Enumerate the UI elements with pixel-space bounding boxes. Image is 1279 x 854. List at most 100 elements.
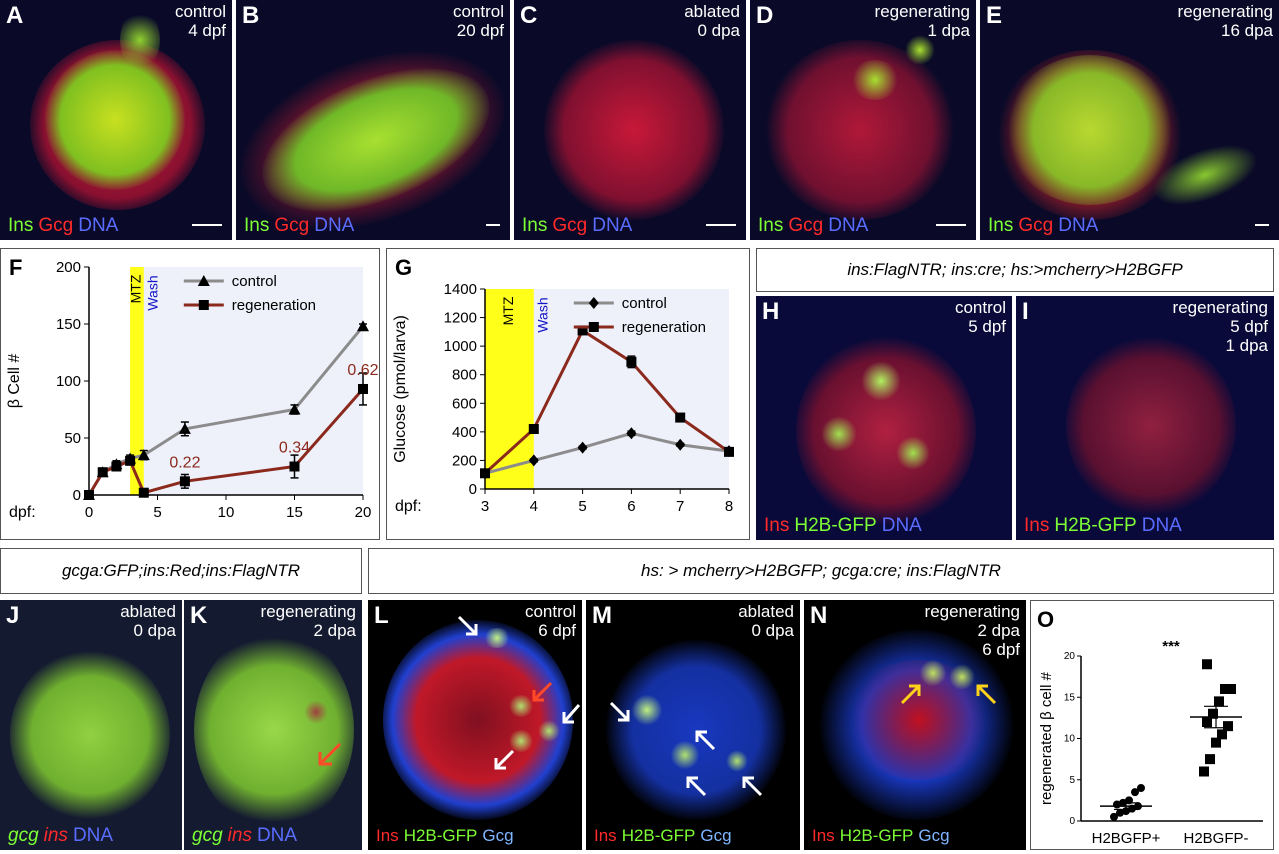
condition-label-k: regenerating 2 dpa xyxy=(260,602,356,640)
x-tick-label: 0 xyxy=(85,504,93,521)
micrograph-panel-i: I regenerating 5 dpf 1 dpa Ins H2B-GFP DNA xyxy=(1016,296,1274,540)
data-point-control xyxy=(577,441,588,454)
data-annotation: 0.22 xyxy=(169,454,200,471)
genotype-label-ln: hs: > mcherry>H2BGFP; gcga:cre; ins:Flag… xyxy=(368,548,1274,594)
data-point-h2bgfp-pos xyxy=(1110,812,1118,821)
arrow-icon xyxy=(900,684,921,705)
arrow-icon xyxy=(609,701,630,722)
legend-label-regeneration: regeneration xyxy=(232,297,316,314)
chart-f-svg: MTZ Wash 0 50 100 150 200 0 5 10 15 20 dpf: β Cell # c… xyxy=(6,255,379,521)
y-tick-label: 20 xyxy=(1064,651,1076,662)
data-annotation: 0.34 xyxy=(279,440,310,457)
micrograph-panel-l: L control 6 dpf Ins H2B-GFP Gcg xyxy=(368,600,582,850)
y-tick-label: 100 xyxy=(56,373,81,390)
green-nucleus xyxy=(896,436,930,470)
y-tick-label: 10 xyxy=(1064,734,1076,745)
panel-label-m: M xyxy=(592,602,612,629)
condition-label-e: regenerating 16 dpa xyxy=(1177,2,1273,40)
data-point-h2bgfp-neg xyxy=(1226,684,1236,694)
stain-legend-b: Ins Gcg DNA xyxy=(244,215,355,236)
y-tick-label: 200 xyxy=(56,259,81,276)
green-nucleus xyxy=(508,730,534,752)
data-point-regeneration xyxy=(577,325,588,336)
micrograph-panel-k: K regenerating 2 dpa gcg ins DNA xyxy=(184,600,362,850)
series-line-regeneration xyxy=(483,328,730,475)
stain-legend-h: Ins H2B-GFP DNA xyxy=(764,515,922,536)
data-point-regeneration xyxy=(138,487,149,498)
micrograph-panel-d: D regenerating 1 dpa Ins Gcg DNA xyxy=(750,0,976,240)
gcg-cells-green xyxy=(10,650,170,820)
y-tick-label: 400 xyxy=(452,424,477,441)
arrow-icon xyxy=(686,776,707,797)
y-axis-label: β Cell # xyxy=(6,354,23,409)
data-point-h2bgfp-pos xyxy=(1116,808,1124,817)
wash-label: Wash xyxy=(535,297,551,332)
data-point-h2bgfp-neg xyxy=(1202,659,1212,670)
y-axis-label: regenerated β cell # xyxy=(1038,671,1055,805)
x-category-label: H2BGFP+ xyxy=(1092,830,1161,847)
data-point-h2bgfp-neg xyxy=(1202,717,1212,727)
micrograph-panel-e: E regenerating 16 dpa Ins Gcg DNA xyxy=(980,0,1279,240)
wash-label: Wash xyxy=(145,275,161,310)
data-point-h2bgfp-neg xyxy=(1214,696,1224,707)
islet-red xyxy=(544,40,724,220)
data-annotation: 0.62 xyxy=(347,362,378,379)
arrow-icon xyxy=(976,684,997,705)
micrograph-panel-h: H control 5 dpf Ins H2B-GFP DNA xyxy=(756,296,1012,540)
panel-label-b: B xyxy=(242,2,260,29)
islet-green xyxy=(1005,55,1175,205)
data-point-regeneration xyxy=(626,356,637,367)
y-tick-label: 0 xyxy=(469,481,477,498)
stain-legend-k: gcg ins DNA xyxy=(192,825,298,846)
chart-panel-o: 0 5 10 15 20 regenerated β cell # H2BGFP+ H2BGF… xyxy=(1030,600,1274,850)
legend-marker-control xyxy=(588,297,599,309)
micrograph-panel-n: N regenerating 2 dpa 6 dpf Ins H2B-GFP Gcg xyxy=(804,600,1026,850)
y-tick-label: 1000 xyxy=(444,338,477,355)
x-tick-label: 5 xyxy=(578,498,586,515)
data-point-regeneration xyxy=(480,468,490,479)
green-nucleus xyxy=(483,628,511,648)
data-point-regeneration xyxy=(528,424,539,434)
islet-red xyxy=(1066,336,1236,516)
y-tick-label: 15 xyxy=(1064,692,1076,703)
mtz-label: MTZ xyxy=(128,274,144,303)
panel-label-h: H xyxy=(762,298,780,325)
data-point-control xyxy=(675,438,686,451)
stain-legend-a: Ins Gcg DNA xyxy=(8,215,119,236)
panel-label-a: A xyxy=(6,2,24,29)
y-tick-label: 200 xyxy=(452,452,477,469)
arrow-icon xyxy=(494,749,515,770)
condition-label-i: regenerating 5 dpf 1 dpa xyxy=(1172,298,1268,355)
green-nucleus xyxy=(538,720,560,742)
condition-label-m: ablated 0 dpa xyxy=(738,602,794,640)
data-point-control xyxy=(288,403,301,415)
genotype-label-hi: ins:FlagNTR; ins:cre; hs:>mcherry>H2BGFP xyxy=(756,248,1274,292)
green-nucleus xyxy=(631,695,663,725)
micrograph-panel-m: M ablated 0 dpa Ins H2B-GFP Gcg xyxy=(586,600,800,850)
x-tick-label: 7 xyxy=(676,498,684,515)
arrow-icon xyxy=(532,681,553,702)
chart-panel-g: MTZ Wash 0 200 400 600 800 1000 1200 1400 3 4 5 6 7 8 dp… xyxy=(386,248,750,540)
panel-label-f: F xyxy=(9,255,22,280)
significance-label: *** xyxy=(1162,638,1180,655)
legend-marker-control xyxy=(197,275,210,286)
micrograph-panel-b: B control 20 dpf Ins Gcg DNA xyxy=(236,0,510,240)
x-tick-label: 20 xyxy=(355,504,372,521)
data-point-h2bgfp-neg xyxy=(1223,721,1233,732)
stain-legend-n: Ins H2B-GFP Gcg xyxy=(812,826,950,845)
legend-label-regeneration: regeneration xyxy=(622,319,706,336)
x-prefix-label: dpf: xyxy=(395,498,422,515)
x-category-label: H2BGFP- xyxy=(1183,830,1248,847)
scale-bar xyxy=(192,224,222,226)
shaded-region xyxy=(533,289,729,489)
panel-label-c: C xyxy=(520,2,538,29)
data-point-h2bgfp-neg xyxy=(1205,754,1215,765)
legend-marker-regeneration xyxy=(198,300,209,310)
x-tick-label: 3 xyxy=(481,498,489,515)
panel-label-k: K xyxy=(190,602,208,629)
arrow-icon xyxy=(318,742,342,766)
data-point-regeneration xyxy=(358,383,368,394)
y-tick-label: 800 xyxy=(452,367,477,384)
legend-label-control: control xyxy=(622,295,667,312)
panel-label-j: J xyxy=(6,602,20,629)
